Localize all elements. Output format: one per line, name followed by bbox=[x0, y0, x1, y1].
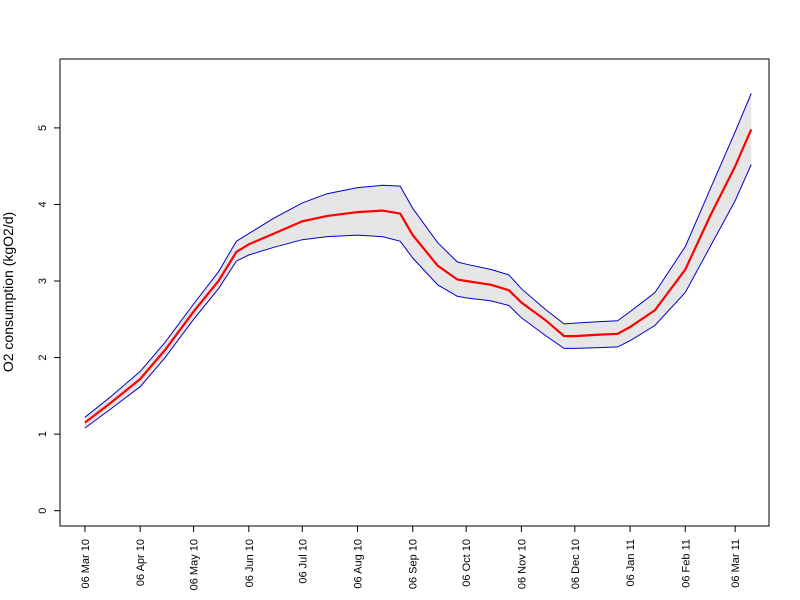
y-tick-label: 0 bbox=[37, 508, 49, 514]
x-tick-label: 06 Mar 10 bbox=[80, 539, 92, 589]
x-tick-label: 06 Mar 11 bbox=[730, 539, 742, 588]
x-tick-label: 06 Jan 11 bbox=[625, 539, 637, 587]
lower-bound-line bbox=[84, 164, 752, 429]
upper-bound-line bbox=[84, 93, 752, 418]
y-axis: 0 1 2 3 4 5 bbox=[37, 125, 60, 514]
x-axis: 06 Mar 10 06 Apr 10 06 May 10 06 Jun 10 06 J… bbox=[80, 526, 742, 590]
x-tick-label: 06 Nov 10 bbox=[516, 539, 528, 589]
x-tick-label: 06 Dec 10 bbox=[570, 539, 582, 589]
x-tick-label: 06 Apr 10 bbox=[135, 539, 147, 586]
x-tick-label: 06 May 10 bbox=[189, 539, 201, 590]
x-tick-label: 06 Jul 10 bbox=[297, 539, 309, 584]
y-tick-label: 1 bbox=[37, 431, 49, 437]
y-tick-label: 4 bbox=[37, 201, 49, 207]
x-tick-label: 06 Sep 10 bbox=[408, 539, 420, 589]
y-tick-label: 2 bbox=[37, 355, 49, 361]
mean-line bbox=[84, 128, 753, 424]
y-tick-label: 5 bbox=[37, 125, 49, 131]
x-tick-label: 06 Jun 10 bbox=[244, 539, 256, 587]
x-tick-label: 06 Oct 10 bbox=[461, 539, 473, 587]
x-tick-label: 06 Feb 11 bbox=[680, 539, 692, 588]
y-axis-title: O2 consumption (kgO2/d) bbox=[0, 212, 16, 372]
y-tick-label: 3 bbox=[37, 278, 49, 284]
x-tick-label: 06 Aug 10 bbox=[352, 539, 364, 589]
confidence-band bbox=[84, 93, 752, 428]
plot-frame bbox=[59, 58, 770, 527]
